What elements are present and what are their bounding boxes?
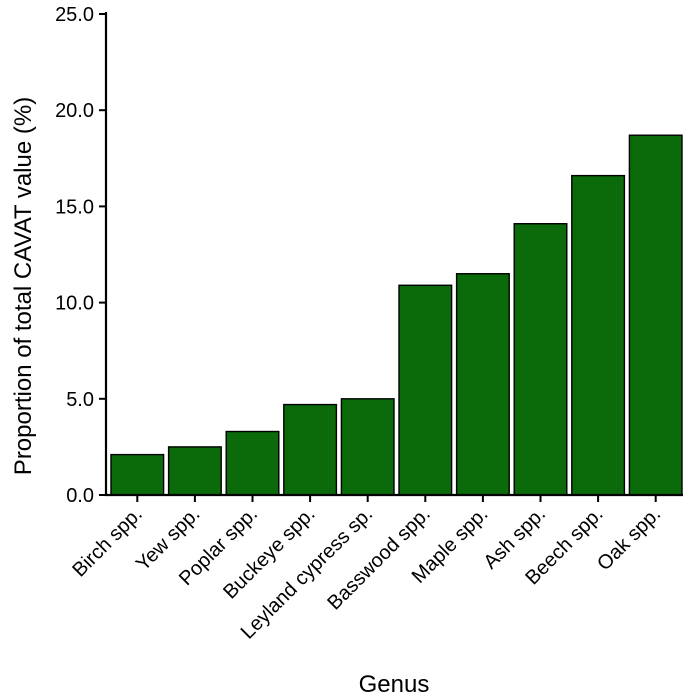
y-tick-label: 10.0 [55, 293, 94, 315]
bar [513, 223, 568, 496]
y-tick-label: 0.0 [66, 485, 94, 507]
bars-layer [110, 134, 683, 496]
bar [340, 398, 395, 496]
bar [628, 134, 683, 496]
bar [167, 446, 222, 496]
x-tick-label: Basswood spp. [323, 503, 434, 614]
y-tick-label: 5.0 [66, 389, 94, 411]
y-tick-label: 25.0 [55, 4, 94, 26]
bar [110, 453, 165, 496]
x-axis: Birch spp.Yew spp.Poplar spp.Buckeye spp… [68, 493, 683, 644]
y-axis: 0.0 5.0 10.0 15.0 20.0 25.0 [55, 4, 108, 507]
y-tick-label: 15.0 [55, 196, 94, 218]
bar [455, 273, 510, 496]
bar [398, 284, 453, 496]
x-tick-label: Birch spp. [68, 503, 146, 581]
bar [283, 403, 338, 496]
y-tick-label: 20.0 [55, 100, 94, 122]
bar [225, 430, 280, 496]
bar [571, 174, 626, 496]
x-tick-label: Oak spp. [593, 503, 665, 575]
x-axis-title: Genus [359, 671, 430, 698]
y-axis-title: Proportion of total CAVAT value (%) [10, 97, 37, 475]
